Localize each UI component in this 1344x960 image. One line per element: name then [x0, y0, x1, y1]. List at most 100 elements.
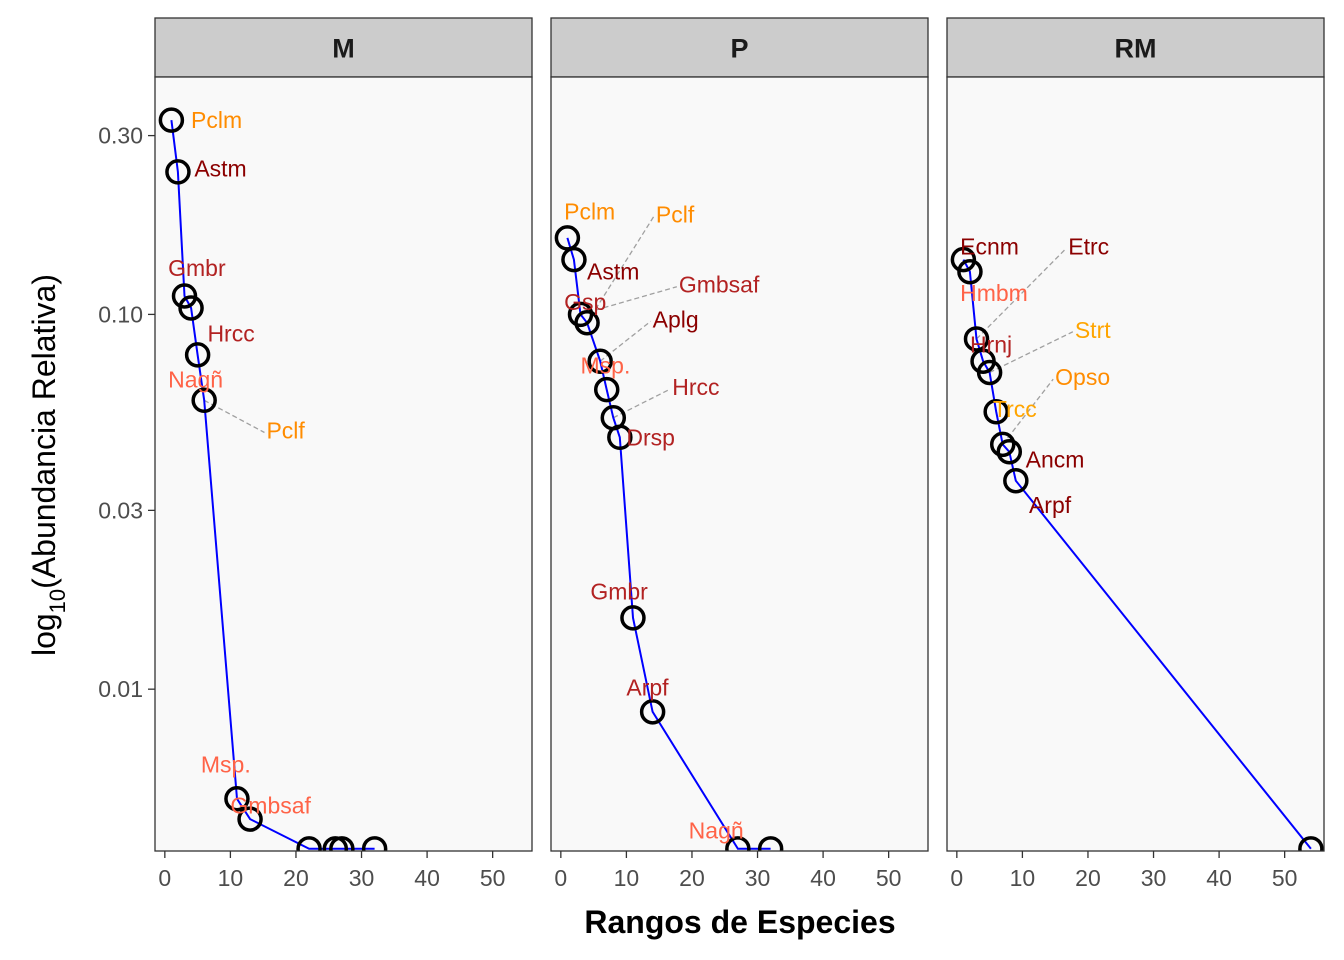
x-tick-label: 50: [1272, 865, 1298, 891]
species-label: Gmbr: [168, 255, 226, 281]
species-label: Msp.: [581, 353, 631, 379]
x-tick-label: 0: [950, 865, 963, 891]
data-point: [963, 326, 990, 352]
species-label: Msp.: [201, 751, 251, 777]
data-point: [361, 836, 388, 851]
y-axis-title-rest: (Abundancia Relativa): [26, 274, 62, 589]
species-label: Gmbsaf: [230, 792, 311, 818]
data-point: [989, 431, 1016, 458]
series-line: [962, 259, 1312, 850]
data-point: [950, 246, 977, 273]
species-label: Astm: [194, 156, 246, 182]
y-tick-label: 0.30: [98, 123, 143, 149]
x-tick-label: 10: [218, 865, 244, 891]
x-tick-label: 30: [349, 865, 375, 891]
data-point: [1298, 836, 1324, 851]
facet-strip: [946, 17, 1325, 78]
data-point: [607, 424, 633, 451]
species-label: Arpf: [626, 675, 669, 701]
species-label: Etrc: [1068, 233, 1109, 259]
species-label: Aplg: [653, 306, 699, 332]
data-point: [996, 439, 1023, 465]
species-label: Pclf: [266, 418, 305, 444]
species-label: Hmbm: [960, 280, 1028, 306]
facet-strip: [154, 17, 533, 78]
panel-plot-area: Pclm Pclf Astm Gmbsaf Gsp Aplg Msp. Hrcc Drsp Gmb…: [554, 199, 784, 851]
data-point: [178, 295, 204, 321]
species-label: Gmbsaf: [679, 272, 760, 298]
panel-background: [155, 77, 532, 851]
x-tick-label: 10: [1010, 865, 1036, 891]
data-point: [191, 387, 217, 414]
data-point: [165, 159, 191, 185]
species-label: Pclm: [564, 199, 615, 225]
x-tick-label: 50: [480, 865, 506, 891]
data-point: [224, 786, 250, 812]
species-label: Astm: [587, 259, 639, 285]
data-point: [976, 359, 1003, 386]
panel-border: [946, 76, 1325, 852]
data-point: [593, 376, 620, 403]
panel-background: [551, 77, 928, 851]
species-label: Strt: [1075, 317, 1111, 343]
data-point: [1003, 467, 1029, 494]
species-label: Hrcc: [207, 320, 254, 346]
panel-rm: RM Ecnm Etrc Hmbm Strt Hrnj Opso Trcc Ancm Arpf: [946, 17, 1325, 852]
panel-p: P Pclm Pclf Astm Gmbsaf Gsp Aplg Msp. Hrcc Drsp Gm…: [550, 17, 929, 852]
species-label: Trcc: [993, 396, 1037, 422]
x-tick-label: 40: [414, 865, 440, 891]
x-tick-label: 10: [614, 865, 640, 891]
x-tick-label: 30: [1141, 865, 1167, 891]
panel-plot-area: Ecnm Etrc Hmbm Strt Hrnj Opso Trcc Ancm Arpf: [950, 233, 1324, 851]
y-tick-label: 0.10: [98, 301, 143, 327]
facet-strip-label: M: [332, 34, 355, 64]
y-axis-title-log: log: [26, 613, 62, 656]
x-axis-title: Rangos de Especies: [584, 904, 895, 940]
data-point: [639, 699, 666, 725]
species-label: Ancm: [1026, 447, 1085, 473]
data-point: [561, 246, 587, 273]
data-point: [587, 348, 613, 374]
species-label: Hrcc: [672, 374, 719, 400]
data-point: [983, 398, 1009, 425]
panel-plot-area: Pclm Astm Gmbr Hrcc Nagñ Pclf Msp. Gmbsaf: [158, 107, 388, 851]
facet-panels: M Pclm Astm Gmbr Hrcc Nagñ Pclf Msp. Gmbsaf P Pclm…: [154, 17, 1325, 852]
data-point: [620, 605, 646, 631]
data-point: [171, 283, 198, 309]
x-tick-label: 20: [679, 865, 705, 891]
x-tick-label: 20: [283, 865, 309, 891]
species-label: Ecnm: [960, 233, 1019, 259]
species-label: Pclm: [191, 107, 242, 133]
species-label: Hrnj: [970, 332, 1012, 358]
facet-strip-label: RM: [1115, 34, 1157, 64]
species-label: Nagñ: [168, 367, 223, 393]
panel-background: [947, 77, 1324, 851]
x-tick-label: 40: [810, 865, 836, 891]
data-point: [574, 310, 600, 336]
series-line: [566, 237, 771, 850]
data-point: [322, 836, 349, 851]
panel-border: [550, 76, 929, 852]
species-label: Nagñ: [689, 817, 744, 843]
series-line: [170, 119, 375, 850]
data-point: [757, 836, 784, 851]
y-tick-label: 0.01: [98, 676, 143, 702]
data-point: [158, 107, 185, 133]
species-label: Gsp: [564, 289, 606, 315]
species-label: Gmbr: [590, 579, 648, 605]
y-tick-label: 0.03: [98, 497, 143, 523]
x-tick-label: 40: [1206, 865, 1232, 891]
species-label: Arpf: [1029, 492, 1072, 518]
x-tick-label: 50: [876, 865, 902, 891]
label-leader-line: [1002, 378, 1054, 445]
axes: 0 10 20 30 40 50 0 10 20 30 40 50 0 10 20 30 40 50 0.01 0.0…: [98, 123, 1297, 891]
data-point: [184, 342, 211, 368]
data-point: [957, 258, 983, 285]
panel-border: [154, 76, 533, 852]
x-tick-label: 0: [554, 865, 567, 891]
facet-strip-label: P: [730, 34, 748, 64]
y-axis-title-base: 10: [45, 589, 70, 613]
data-point: [237, 806, 263, 832]
label-leader-line: [586, 215, 655, 324]
